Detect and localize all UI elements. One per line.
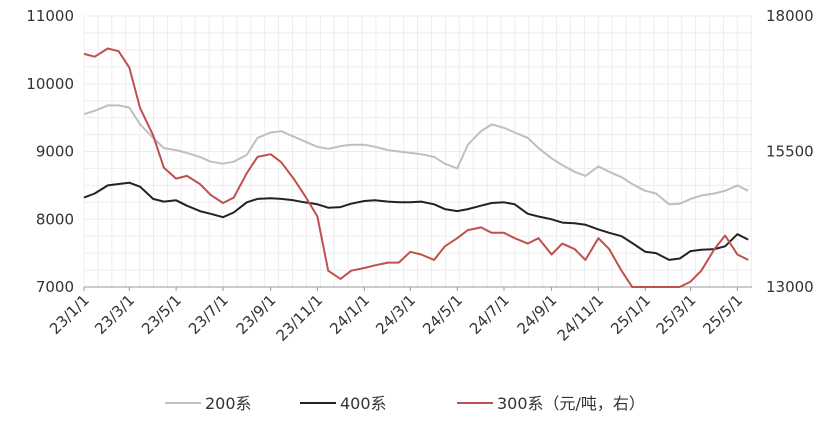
y-right-tick-label: 13000 xyxy=(766,278,814,296)
y-right-tick-label: 15500 xyxy=(766,143,814,161)
x-tick-label: 24/5/1 xyxy=(419,291,466,338)
y-left-tick-label: 9000 xyxy=(36,143,74,161)
legend-label: 200系 xyxy=(205,394,252,413)
y-left-tick-label: 10000 xyxy=(26,75,74,93)
x-tick-label: 25/1/1 xyxy=(607,291,654,338)
grid-lines xyxy=(83,15,752,288)
x-tick-label: 24/7/1 xyxy=(466,291,513,338)
x-tick-label: 24/3/1 xyxy=(372,291,419,338)
x-tick-label: 23/1/1 xyxy=(46,291,93,338)
y-axis-left-labels: 7000 8000 9000 10000 11000 xyxy=(26,7,74,296)
x-tick-label: 25/3/1 xyxy=(653,291,700,338)
series-line-3 xyxy=(83,47,749,288)
series-line-1 xyxy=(83,104,749,206)
x-tick-label: 23/11/1 xyxy=(273,291,327,345)
y-right-tick-label: 18000 xyxy=(766,7,814,25)
x-axis-labels: 23/1/123/3/1 23/5/1 23/7/1 23/9/123/11/1 24/… xyxy=(46,291,746,345)
x-tick-label: 23/7/1 xyxy=(185,291,232,338)
legend: 200系 400系 300系（元/吨，右） xyxy=(165,394,645,413)
x-tick-label: 24/1/1 xyxy=(326,291,373,338)
y-axis-right-labels: 13000 15500 18000 xyxy=(766,7,814,296)
legend-label: 400系 xyxy=(340,394,387,413)
x-tick-label: 23/3/1 xyxy=(91,291,138,338)
series-layer xyxy=(83,47,749,288)
legend-label: 300系（元/吨，右） xyxy=(497,394,645,413)
x-tick-label: 25/5/1 xyxy=(699,291,746,338)
y-left-tick-label: 11000 xyxy=(26,7,74,25)
series-line-2 xyxy=(83,181,749,261)
x-tick-label: 24/11/1 xyxy=(554,291,608,345)
x-tick-label: 23/5/1 xyxy=(138,291,185,338)
y-left-tick-label: 7000 xyxy=(36,278,74,296)
y-left-tick-label: 8000 xyxy=(36,210,74,228)
